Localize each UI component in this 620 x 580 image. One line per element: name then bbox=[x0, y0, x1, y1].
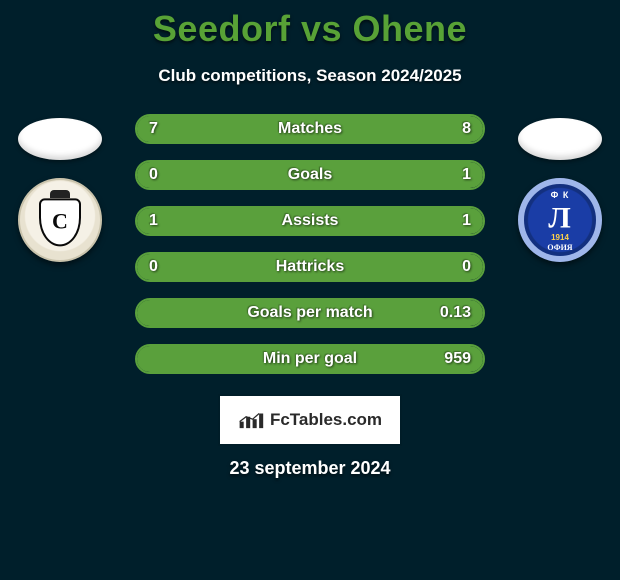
stat-label: Goals bbox=[137, 162, 483, 188]
snapshot-date: 23 september 2024 bbox=[0, 458, 620, 479]
club-year: 1914 bbox=[551, 233, 569, 242]
title-left-name: Seedorf bbox=[153, 8, 291, 49]
comparison-title: Seedorf vs Ohene bbox=[0, 0, 620, 50]
title-vs: vs bbox=[301, 8, 342, 49]
comparison-subtitle: Club competitions, Season 2024/2025 bbox=[0, 66, 620, 86]
shield-icon bbox=[39, 198, 81, 246]
right-club-badge: 1914 ОФИЯ bbox=[518, 178, 602, 262]
stat-row: 959Min per goal bbox=[135, 344, 485, 374]
stat-label: Hattricks bbox=[137, 254, 483, 280]
stat-row: 01Goals bbox=[135, 160, 485, 190]
left-player-silhouette bbox=[18, 118, 102, 160]
stat-row: 00Hattricks bbox=[135, 252, 485, 282]
comparison-bars: 78Matches 01Goals 11Assists 00Hattricks 0.13… bbox=[135, 114, 485, 374]
stat-label: Assists bbox=[137, 208, 483, 234]
stat-row: 11Assists bbox=[135, 206, 485, 236]
right-player-slot: 1914 ОФИЯ bbox=[500, 118, 620, 262]
club-bottom-text: ОФИЯ bbox=[524, 243, 596, 252]
stat-label: Matches bbox=[137, 116, 483, 142]
right-player-silhouette bbox=[518, 118, 602, 160]
brand-text: FcTables.com bbox=[270, 410, 382, 430]
stat-label: Min per goal bbox=[137, 346, 483, 372]
brand-watermark: FcTables.com bbox=[220, 396, 400, 444]
stat-row: 78Matches bbox=[135, 114, 485, 144]
stat-row: 0.13Goals per match bbox=[135, 298, 485, 328]
left-club-badge bbox=[18, 178, 102, 262]
chart-icon bbox=[238, 410, 264, 430]
left-player-slot bbox=[0, 118, 120, 262]
title-right-name: Ohene bbox=[353, 8, 468, 49]
stat-label: Goals per match bbox=[137, 300, 483, 326]
